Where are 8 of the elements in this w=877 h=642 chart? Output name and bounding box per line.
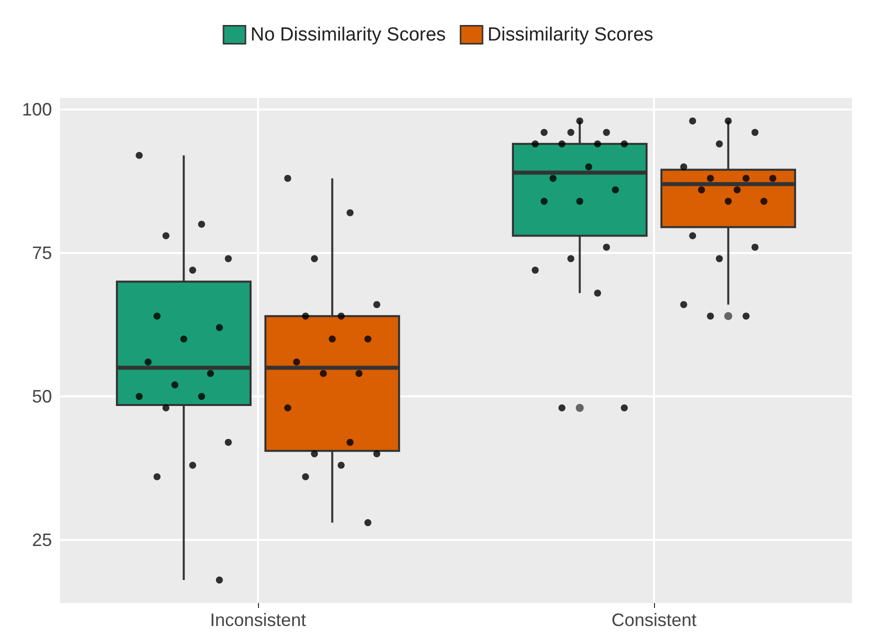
y-tick-label: 25 (32, 530, 52, 550)
x-tick-label: Inconsistent (210, 610, 306, 630)
y-tick-label: 75 (32, 242, 52, 263)
y-tick-label: 100 (22, 99, 52, 120)
y-tick-label: 50 (32, 386, 52, 406)
legend-label: No Dissimilarity Scores (250, 24, 446, 46)
x-tick-label: Consistent (611, 610, 697, 630)
legend-label: Dissimilarity Scores (488, 24, 654, 46)
